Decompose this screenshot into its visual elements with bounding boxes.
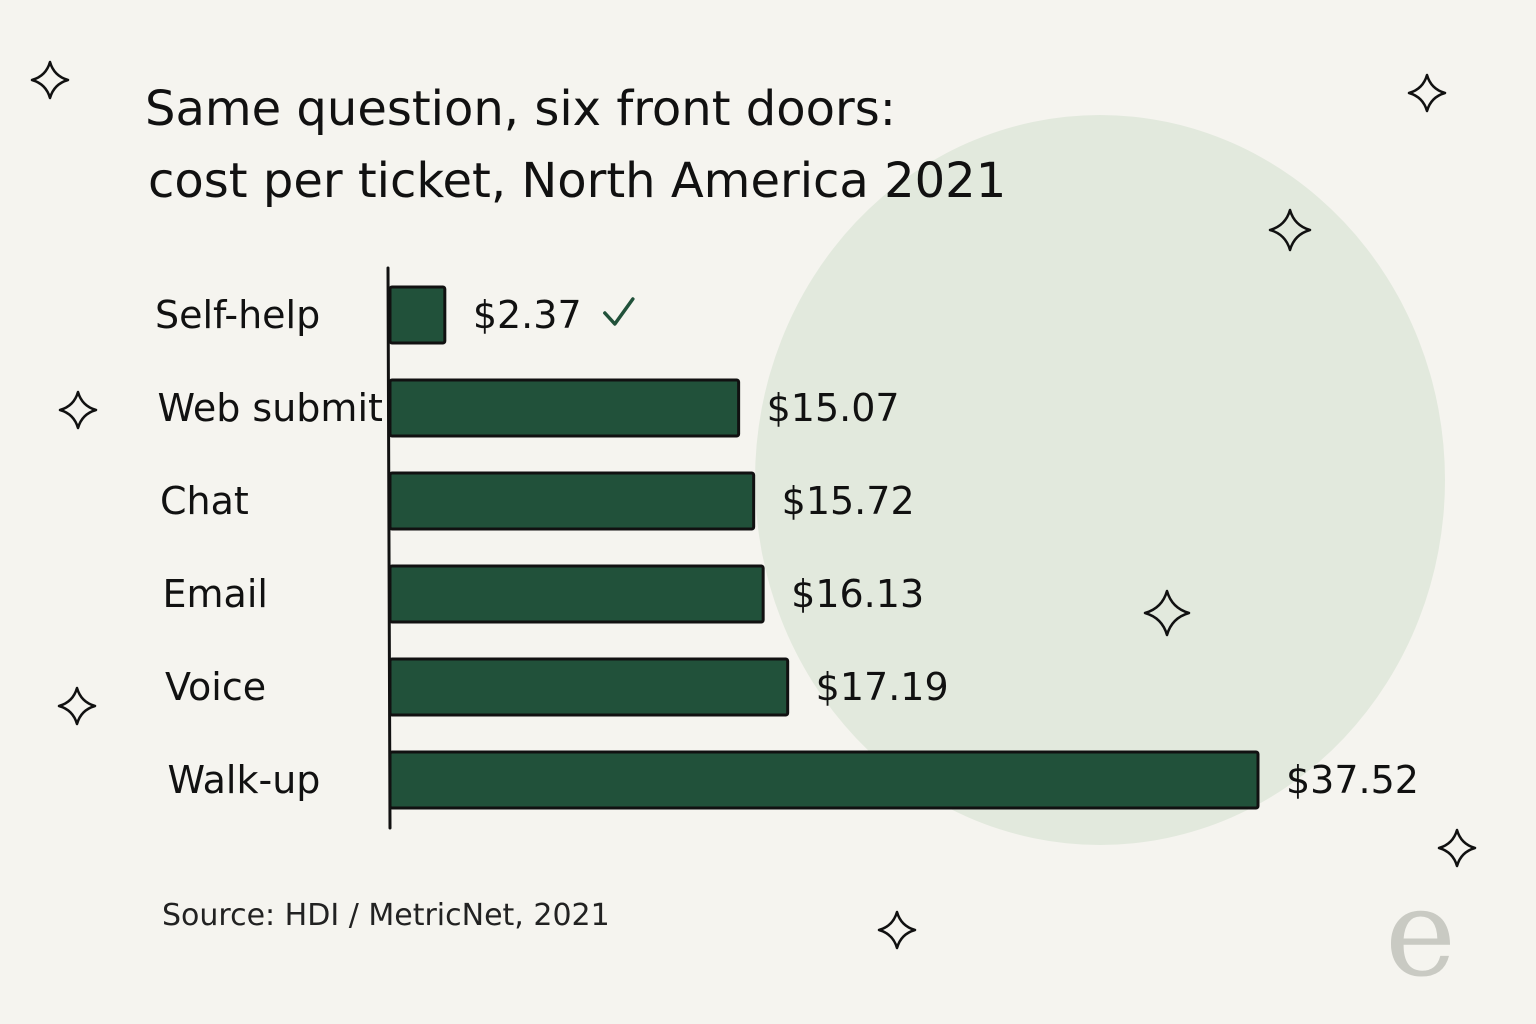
bar-voice [388, 657, 790, 717]
sparkle-icon [57, 686, 97, 726]
chart-title-line-1: Same question, six front doors: [145, 81, 896, 137]
category-label-walk-up: Walk-up [168, 758, 321, 802]
value-label-voice: $17.19 [816, 665, 949, 709]
category-label-email: Email [163, 572, 268, 616]
y-axis-line [386, 266, 392, 830]
sparkles-group [30, 60, 1477, 950]
value-label-self-help: $2.37 [473, 293, 582, 337]
bars-group: Self-help $2.37 Web submit $15.07 Chat $15.72… [155, 285, 1419, 810]
chart-title-line-2: cost per ticket, North America 2021 [148, 153, 1006, 209]
sparkle-icon [30, 60, 70, 100]
sparkle-icon [877, 910, 917, 950]
background-circle [755, 115, 1445, 845]
sparkle-icon [1437, 828, 1477, 868]
source-note: Source: HDI / MetricNet, 2021 [162, 898, 610, 933]
bar-chat [388, 471, 756, 531]
bar-walk-up [388, 750, 1260, 810]
bar-web-submit [388, 378, 741, 438]
value-label-chat: $15.72 [782, 479, 915, 523]
sparkle-icon [1143, 589, 1191, 637]
category-label-web-submit: Web submit [158, 386, 383, 430]
sparkle-icon [58, 390, 98, 430]
check-icon [603, 297, 635, 326]
value-label-email: $16.13 [791, 572, 924, 616]
bar-email [388, 564, 765, 624]
brand-logo: e [1385, 865, 1456, 1004]
category-label-chat: Chat [160, 479, 249, 523]
sparkle-icon [1407, 73, 1447, 113]
value-label-web-submit: $15.07 [767, 386, 900, 430]
bar-self-help [388, 285, 447, 345]
sparkle-icon [1268, 208, 1312, 252]
category-label-self-help: Self-help [155, 293, 320, 337]
value-label-walk-up: $37.52 [1286, 758, 1419, 802]
category-label-voice: Voice [165, 665, 266, 709]
